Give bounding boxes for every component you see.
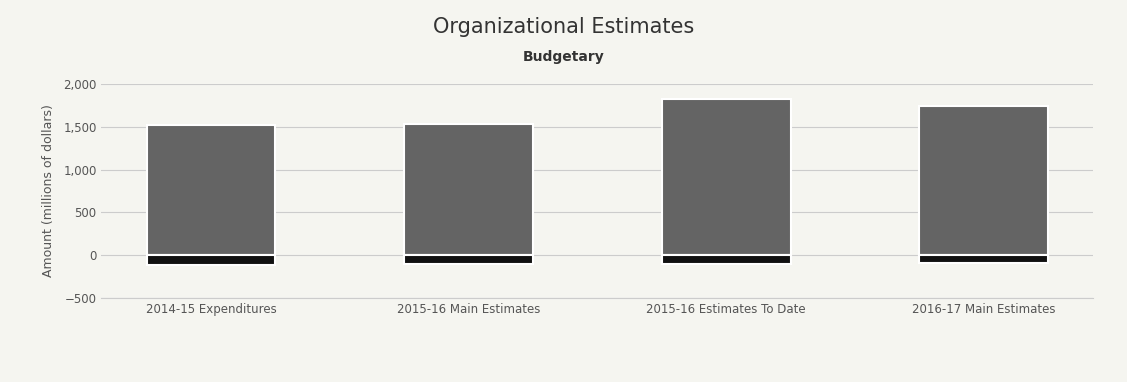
Bar — [920, 106, 1048, 255]
Bar — [920, 255, 1048, 263]
Text: Organizational Estimates: Organizational Estimates — [433, 17, 694, 37]
Text: Budgetary: Budgetary — [523, 50, 604, 64]
Bar — [147, 125, 275, 255]
Bar — [147, 255, 275, 265]
Bar — [662, 255, 790, 264]
Bar — [662, 99, 790, 255]
Y-axis label: Amount (millions of dollars): Amount (millions of dollars) — [42, 105, 55, 277]
Bar — [405, 124, 533, 255]
Bar — [405, 255, 533, 264]
